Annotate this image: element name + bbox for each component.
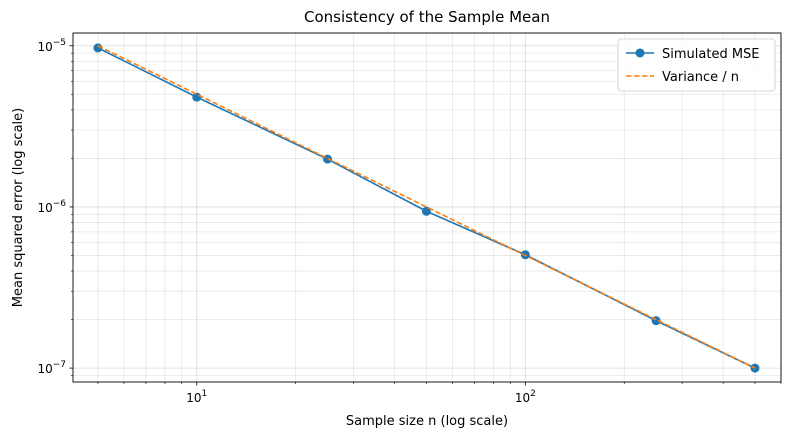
mse-marker	[192, 92, 202, 102]
legend-label: Simulated MSE	[662, 47, 760, 62]
legend: Simulated MSE Variance / n	[617, 38, 776, 92]
y-tick-label: 10−6	[37, 199, 66, 215]
x-tick-label-base: 10	[515, 391, 530, 405]
mse-marker	[93, 43, 103, 53]
x-tick-label-base: 10	[186, 391, 201, 405]
mse-marker	[750, 363, 760, 373]
legend-label: Variance / n	[662, 70, 739, 85]
x-tick-label-exponent: 1	[202, 389, 208, 399]
x-tick-label: 101	[186, 389, 207, 405]
y-tick-label-exponent: −6	[53, 199, 67, 209]
y-tick-label-base: 10	[37, 362, 52, 376]
y-tick-label-base: 10	[37, 40, 52, 54]
series-layer	[93, 43, 760, 373]
y-tick-label-exponent: −7	[53, 360, 66, 370]
chart-title: Consistency of the Sample Mean	[304, 8, 550, 26]
mse-marker	[421, 206, 431, 216]
y-tick-label: 10−7	[37, 360, 66, 376]
y-tick-label: 10−5	[37, 38, 66, 54]
legend-box	[617, 38, 776, 92]
x-axis-label: Sample size n (log scale)	[346, 414, 508, 429]
legend-swatch-marker	[635, 48, 645, 58]
plot-frame	[72, 32, 782, 383]
x-tick-label-exponent: 2	[530, 389, 536, 399]
y-axis-label: Mean squared error (log scale)	[11, 108, 26, 307]
y-tick-label-exponent: −5	[53, 38, 66, 48]
y-tick-label-base: 10	[37, 201, 52, 215]
x-tick-label: 102	[515, 389, 536, 405]
